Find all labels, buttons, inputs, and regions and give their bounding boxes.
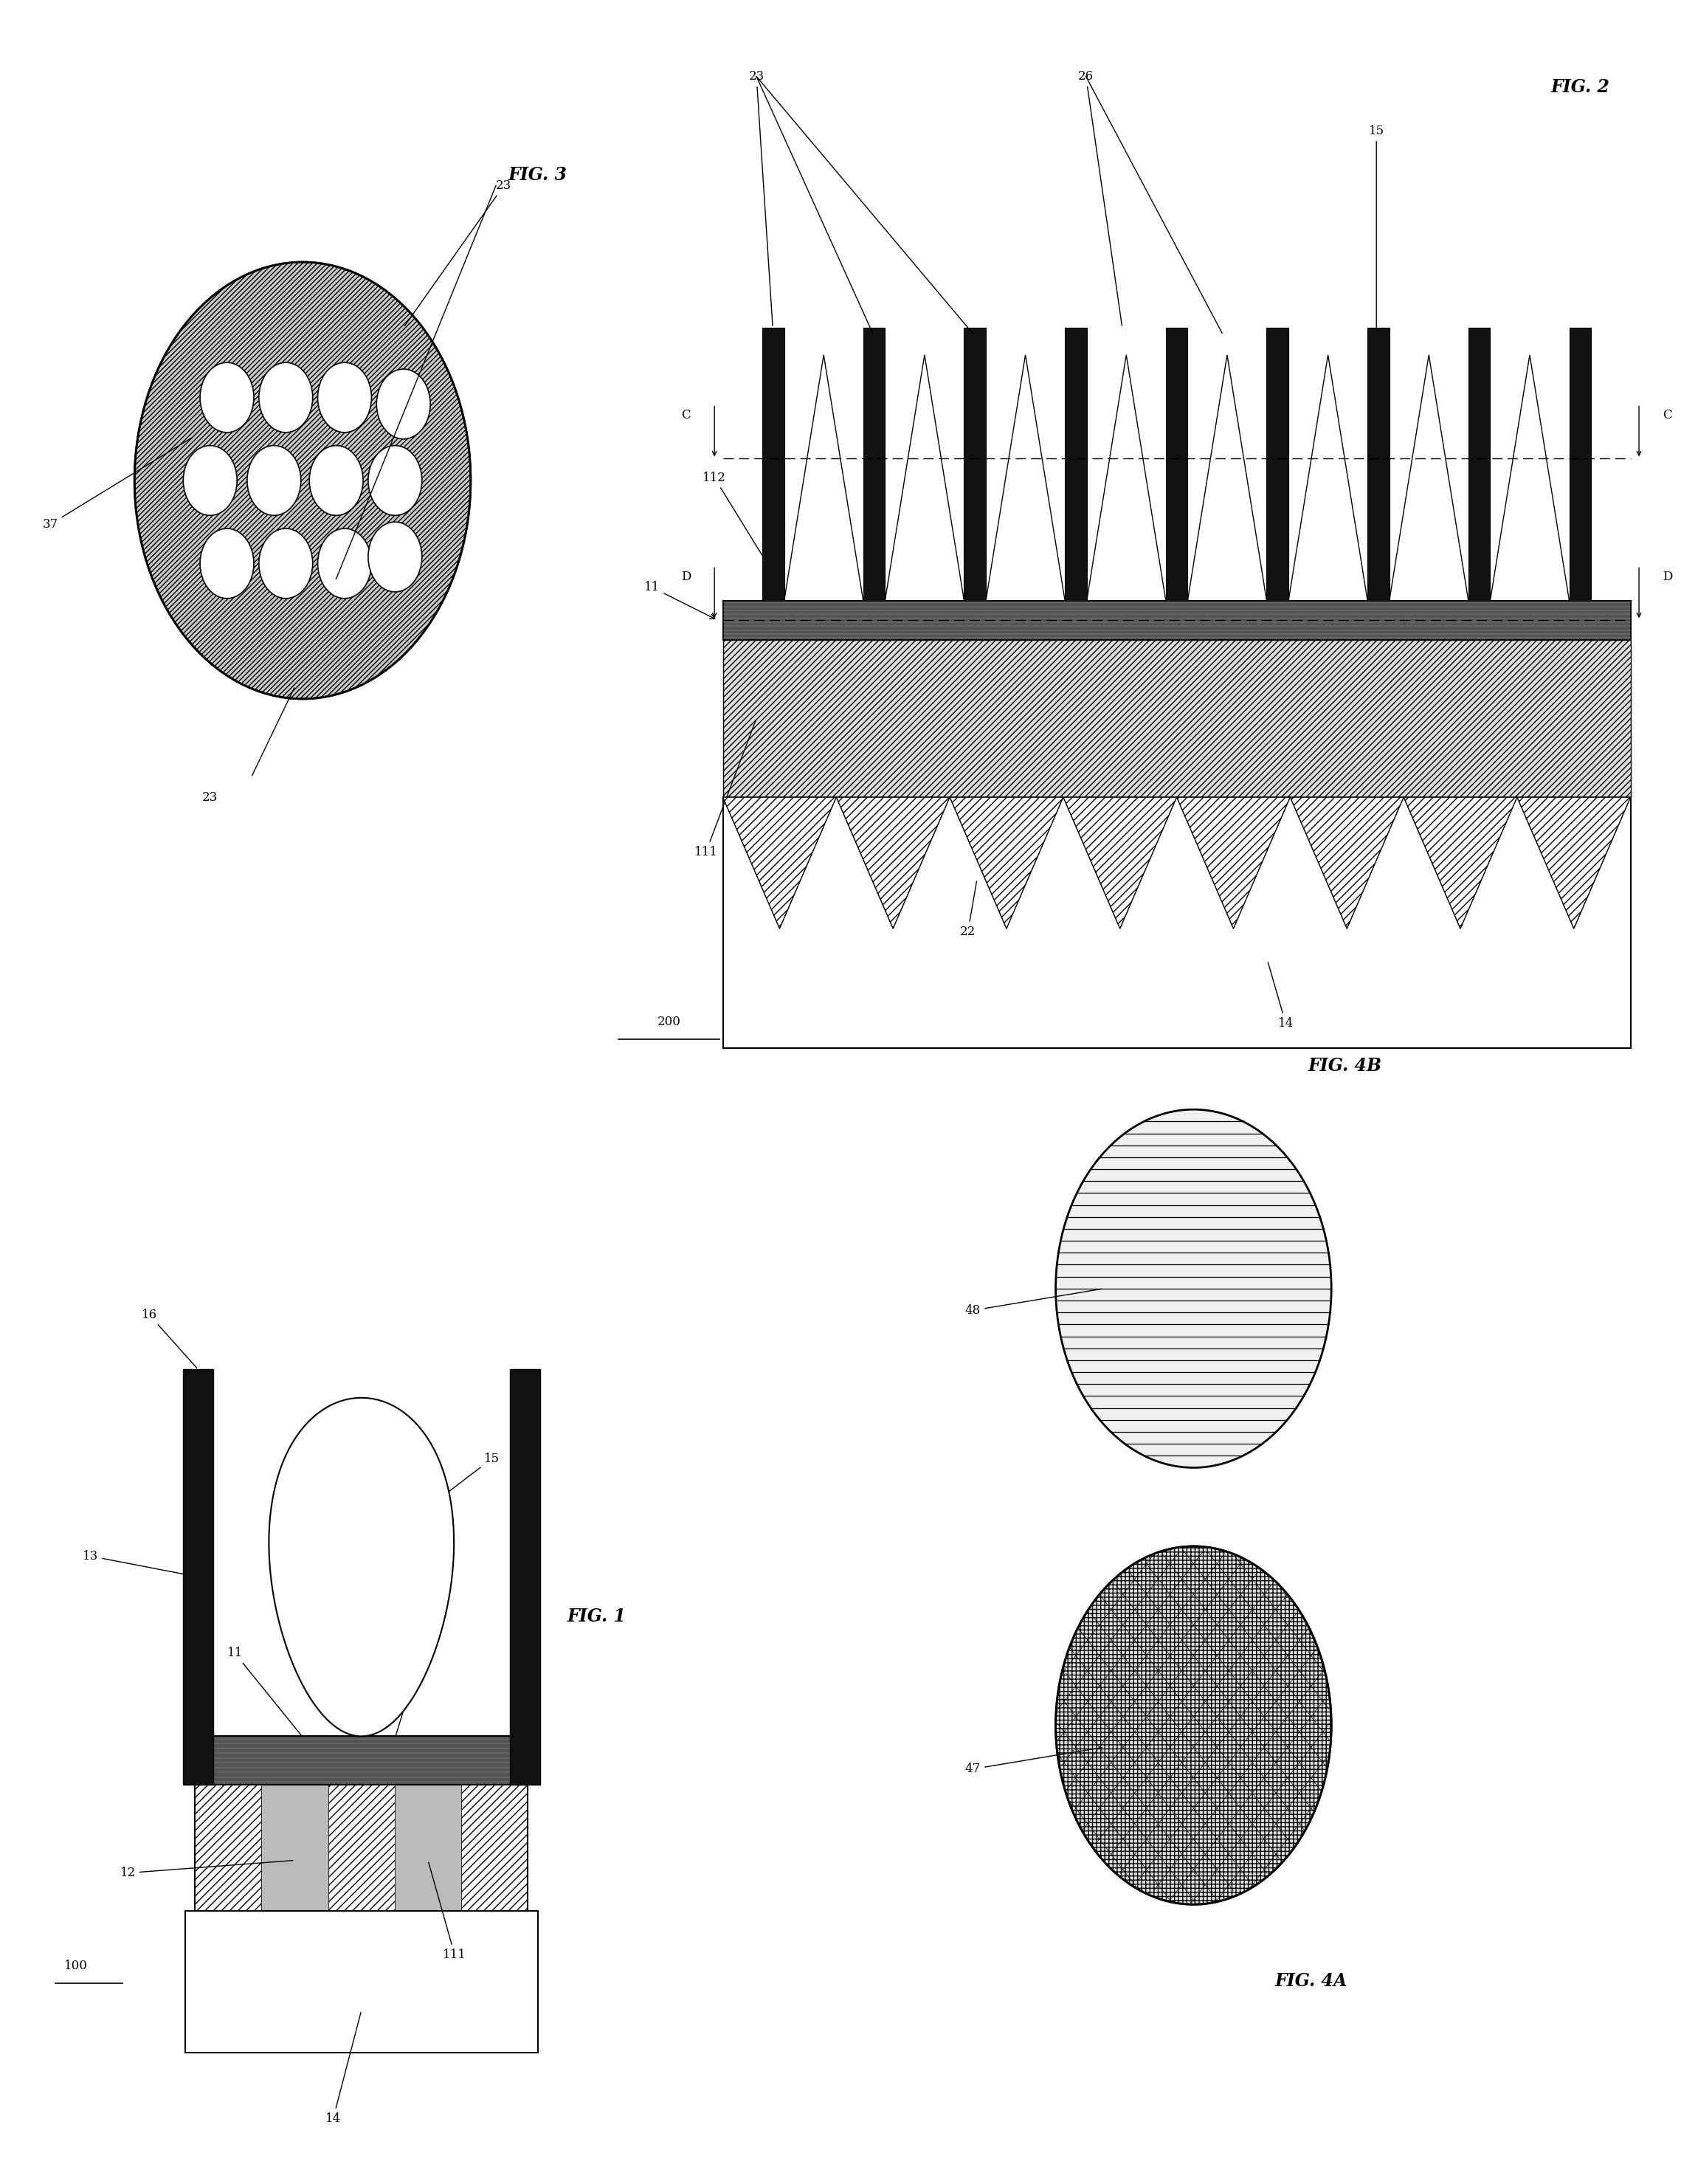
- Polygon shape: [1187, 356, 1267, 601]
- Circle shape: [368, 446, 422, 515]
- Text: 15: 15: [1368, 124, 1383, 422]
- Text: 47: 47: [965, 1747, 1101, 1776]
- Bar: [1167, 328, 1187, 601]
- Polygon shape: [1291, 797, 1404, 928]
- Bar: [195, 1784, 528, 1911]
- Polygon shape: [1288, 356, 1368, 601]
- Text: 23: 23: [405, 179, 511, 325]
- Text: C: C: [681, 408, 691, 422]
- Polygon shape: [950, 797, 1062, 928]
- Bar: [262, 1784, 328, 1911]
- Text: FIG. 2: FIG. 2: [1550, 79, 1610, 96]
- Circle shape: [259, 529, 313, 598]
- Circle shape: [377, 369, 430, 439]
- Polygon shape: [837, 797, 950, 928]
- Circle shape: [247, 446, 301, 515]
- Text: 26: 26: [1078, 70, 1121, 325]
- Text: D: D: [1663, 570, 1673, 583]
- Polygon shape: [1516, 797, 1631, 928]
- Polygon shape: [785, 356, 864, 601]
- Bar: [1066, 328, 1088, 601]
- Circle shape: [183, 446, 237, 515]
- Bar: [965, 328, 987, 601]
- Bar: [1368, 328, 1390, 601]
- Text: 16: 16: [141, 1308, 197, 1367]
- Text: 111: 111: [694, 721, 756, 858]
- Bar: [1469, 328, 1491, 601]
- PathPatch shape: [269, 1398, 454, 1736]
- Bar: [461, 1784, 528, 1911]
- Text: 37: 37: [42, 437, 192, 531]
- Circle shape: [134, 262, 471, 699]
- Text: 11: 11: [227, 1647, 319, 1758]
- Polygon shape: [1389, 356, 1469, 601]
- Circle shape: [318, 529, 372, 598]
- Bar: [723, 797, 1631, 1048]
- Text: 15: 15: [419, 1452, 499, 1516]
- Text: FIG. 4B: FIG. 4B: [1308, 1057, 1382, 1075]
- Bar: [509, 1369, 540, 1784]
- Text: 111: 111: [429, 1863, 466, 1961]
- Text: 14: 14: [326, 2011, 361, 2125]
- Polygon shape: [1491, 356, 1570, 601]
- Polygon shape: [1064, 797, 1177, 928]
- Bar: [185, 1911, 538, 2053]
- Bar: [183, 1369, 213, 1784]
- Circle shape: [318, 363, 372, 432]
- Bar: [195, 1784, 262, 1911]
- Bar: [763, 328, 785, 601]
- Circle shape: [368, 522, 422, 592]
- Text: C: C: [1663, 408, 1673, 422]
- Circle shape: [259, 363, 313, 432]
- Text: 100: 100: [64, 1959, 87, 1972]
- Text: 23: 23: [202, 791, 219, 804]
- Text: 112: 112: [703, 472, 763, 557]
- Circle shape: [1056, 1109, 1331, 1468]
- Bar: [1267, 328, 1289, 601]
- Text: FIG. 1: FIG. 1: [566, 1607, 627, 1625]
- Text: 200: 200: [657, 1016, 681, 1029]
- Circle shape: [200, 363, 254, 432]
- Text: 48: 48: [965, 1289, 1101, 1317]
- Circle shape: [309, 446, 363, 515]
- Text: 11: 11: [644, 581, 714, 618]
- Text: 12: 12: [119, 1861, 292, 1878]
- Bar: [723, 601, 1631, 640]
- Circle shape: [200, 529, 254, 598]
- Polygon shape: [985, 356, 1066, 601]
- Bar: [328, 1784, 395, 1911]
- Circle shape: [1056, 1546, 1331, 1904]
- Polygon shape: [1086, 356, 1167, 601]
- Text: 14: 14: [1267, 963, 1293, 1029]
- Text: 13: 13: [82, 1551, 197, 1577]
- Text: 112: 112: [388, 1647, 434, 1758]
- Polygon shape: [1177, 797, 1291, 928]
- Bar: [1570, 328, 1590, 601]
- Text: FIG. 3: FIG. 3: [508, 166, 568, 183]
- Bar: [864, 328, 886, 601]
- Text: FIG. 4A: FIG. 4A: [1274, 1972, 1348, 1990]
- Bar: [723, 640, 1631, 797]
- Text: D: D: [681, 570, 691, 583]
- Polygon shape: [723, 797, 837, 928]
- Bar: [195, 1736, 528, 1784]
- Polygon shape: [1404, 797, 1516, 928]
- Bar: [395, 1784, 461, 1911]
- Text: 22: 22: [960, 882, 977, 937]
- Text: 23: 23: [748, 70, 773, 325]
- Polygon shape: [884, 356, 965, 601]
